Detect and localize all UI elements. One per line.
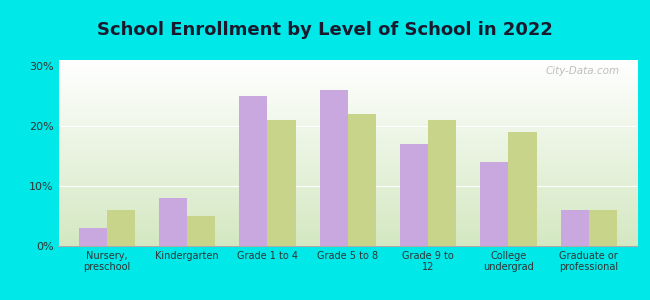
Bar: [348, 114, 376, 246]
Bar: [107, 210, 135, 246]
Bar: [480, 162, 508, 246]
Bar: [79, 228, 107, 246]
Bar: [320, 90, 348, 246]
Bar: [428, 120, 456, 246]
Bar: [561, 210, 589, 246]
Bar: [267, 120, 296, 246]
Bar: [589, 210, 617, 246]
Text: City-Data.com: City-Data.com: [545, 66, 619, 76]
Bar: [159, 198, 187, 246]
Bar: [508, 132, 536, 246]
Bar: [239, 96, 267, 246]
Bar: [400, 144, 428, 246]
Text: School Enrollment by Level of School in 2022: School Enrollment by Level of School in …: [97, 21, 553, 39]
Bar: [187, 216, 215, 246]
